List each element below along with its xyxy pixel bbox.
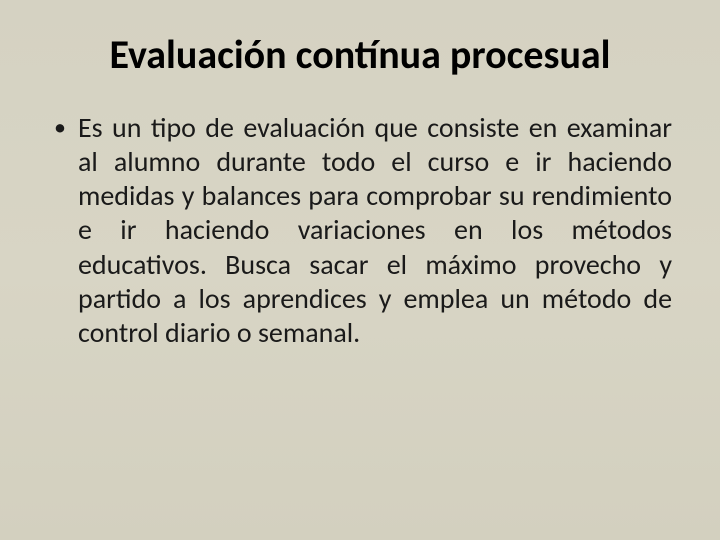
bullet-icon: • — [54, 113, 66, 142]
slide-title: Evaluación contínua procesual — [48, 30, 672, 79]
slide-body-list: • Es un tipo de evaluación que consiste … — [48, 111, 672, 350]
slide: Evaluación contínua procesual • Es un ti… — [0, 0, 720, 540]
list-item-text: Es un tipo de evaluación que consiste en… — [78, 110, 672, 350]
list-item: • Es un tipo de evaluación que consiste … — [48, 111, 672, 350]
